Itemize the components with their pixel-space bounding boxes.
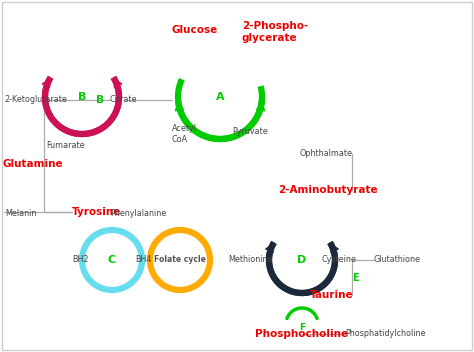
Text: Phosphatidylcholine: Phosphatidylcholine <box>345 329 426 339</box>
Text: Phenylalanine: Phenylalanine <box>110 209 166 219</box>
Text: B: B <box>96 95 104 105</box>
Text: Glucose: Glucose <box>172 25 218 35</box>
Text: Citrate: Citrate <box>110 95 137 105</box>
Text: 2-Aminobutyrate: 2-Aminobutyrate <box>278 185 378 195</box>
Text: F: F <box>299 322 305 332</box>
Text: Glutamine: Glutamine <box>3 159 64 169</box>
Text: D: D <box>297 255 307 265</box>
Text: Acetyl
CoA: Acetyl CoA <box>172 124 197 144</box>
Text: Pyruvate: Pyruvate <box>232 127 268 137</box>
Text: BH4: BH4 <box>135 256 151 264</box>
Text: Tyrosine: Tyrosine <box>72 207 121 217</box>
Text: Methionine: Methionine <box>228 256 273 264</box>
Text: Ophthalmate: Ophthalmate <box>300 150 353 158</box>
Text: Taurine: Taurine <box>310 290 354 300</box>
Text: Cysteine: Cysteine <box>322 256 357 264</box>
Text: B: B <box>78 92 86 102</box>
Text: BH2: BH2 <box>72 256 89 264</box>
Text: Folate cycle: Folate cycle <box>154 256 206 264</box>
Text: Fumarate: Fumarate <box>46 142 85 151</box>
Text: C: C <box>108 255 116 265</box>
Text: Melanin: Melanin <box>5 209 36 219</box>
Text: Phosphocholine: Phosphocholine <box>255 329 348 339</box>
Text: A: A <box>216 92 224 102</box>
Text: E: E <box>352 273 359 283</box>
Text: Glutathione: Glutathione <box>374 256 421 264</box>
Text: 2-Ketoglutarate: 2-Ketoglutarate <box>4 95 67 105</box>
Text: 2-Phospho-
glycerate: 2-Phospho- glycerate <box>242 21 308 43</box>
